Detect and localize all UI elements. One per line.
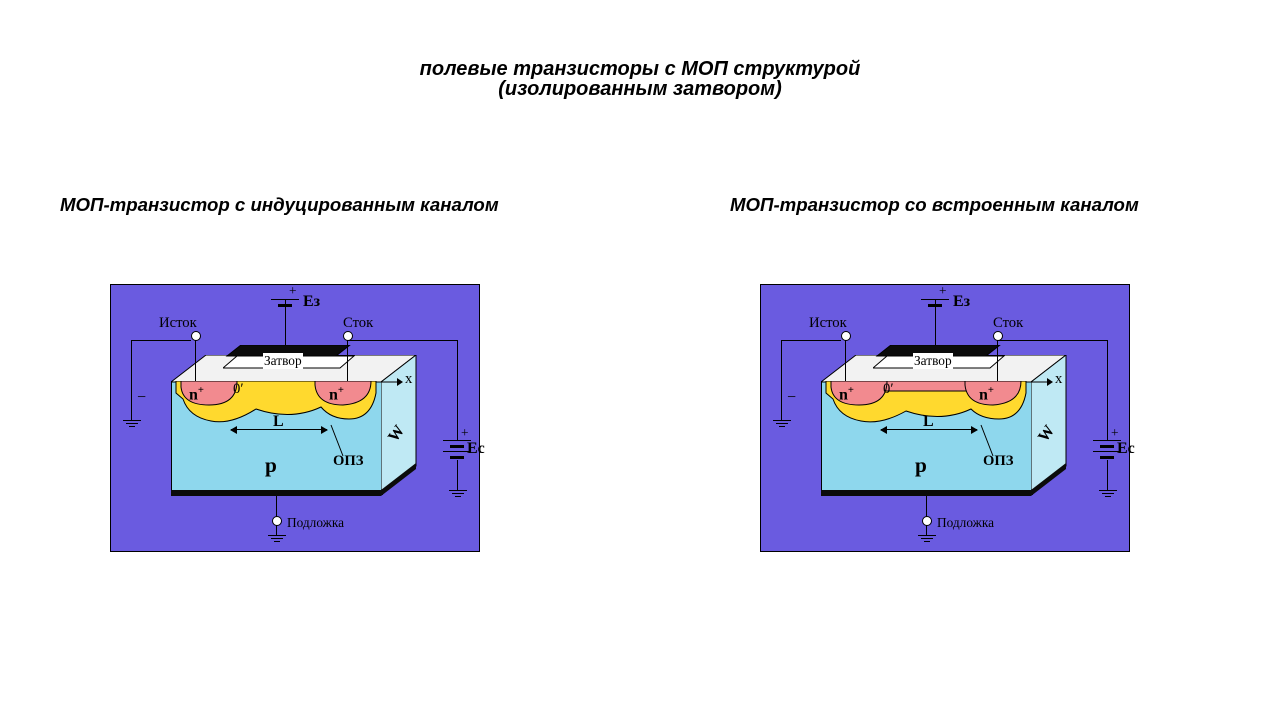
opz-pointer (329, 423, 347, 457)
right-diagram-panel: L W x 0′ n+ n+ p ОПЗ Исток − Затвор Eз +… (760, 284, 1130, 552)
sub-ground-r (918, 535, 936, 542)
slide-stage: полевые транзисторы с МОП структурой (из… (0, 0, 1280, 720)
label-n2-r: n+ (979, 385, 994, 404)
battery-E3-r (921, 299, 949, 313)
source-vwire-r (845, 340, 846, 381)
label-E3: Eз (303, 293, 320, 311)
label-n1-r: n+ (839, 385, 854, 404)
source-vwire (195, 340, 196, 381)
n1-plus: + (198, 385, 204, 396)
label-n2: n+ (329, 385, 344, 404)
bottom-contact-side-r (1031, 463, 1067, 497)
label-n1: n+ (189, 385, 204, 404)
x-arrow (379, 377, 403, 387)
x-arrow-r (1029, 377, 1053, 387)
ec-down-r (1107, 460, 1108, 490)
left-caption: МОП-транзистор с индуцированным каналом (60, 194, 499, 216)
label-E3-r: Eз (953, 293, 970, 311)
drain-hwire (347, 340, 457, 341)
n1-text-r: n (839, 386, 848, 403)
n1-plus-r: + (848, 385, 854, 396)
ec-plus-r: + (1111, 425, 1119, 441)
label-oprime-r: 0′ (883, 381, 894, 398)
sub-terminal-r (922, 516, 932, 526)
label-Ec: Eс (467, 440, 485, 458)
source-ground-r (773, 420, 791, 427)
source-hwire (131, 340, 191, 341)
label-stok-r: Сток (993, 315, 1023, 332)
label-L-r: L (923, 413, 934, 431)
n2-text: n (329, 386, 338, 403)
label-Ec-r: Eс (1117, 440, 1135, 458)
bottom-contact-side (381, 463, 417, 497)
drain-hwire-r (997, 340, 1107, 341)
label-podlozhka-r: Подложка (937, 515, 994, 531)
opz-pointer-r (979, 423, 997, 457)
ec-plus: + (461, 425, 469, 441)
label-podlozhka: Подложка (287, 515, 344, 531)
left-diagram-panel: L W x 0′ n+ n+ p ОПЗ Исток − Затвор (110, 284, 480, 552)
source-ground (123, 420, 141, 427)
source-drop (131, 340, 132, 420)
e3-plus: + (289, 283, 297, 299)
n1-text: n (189, 386, 198, 403)
source-drop-r (781, 340, 782, 420)
label-oprime: 0′ (233, 381, 244, 398)
label-x-r: x (1055, 371, 1062, 388)
slide-title-line2: (изолированным затвором) (0, 78, 1280, 101)
drain-drop (457, 340, 458, 440)
battery-E3 (271, 299, 299, 313)
sub-vwire (276, 496, 277, 518)
right-caption: МОП-транзистор со встроенным каналом (730, 194, 1139, 216)
ec-ground (449, 490, 467, 497)
label-zatvor: Затвор (263, 353, 303, 369)
n2-text-r: n (979, 386, 988, 403)
label-L: L (273, 413, 284, 431)
drain-drop-r (1107, 340, 1108, 440)
sub-vwire-r (926, 496, 927, 518)
label-x: x (405, 371, 412, 388)
sub-terminal (272, 516, 282, 526)
e3-plus-r: + (939, 283, 947, 299)
label-zatvor-r: Затвор (913, 353, 953, 369)
ec-ground-r (1099, 490, 1117, 497)
ec-down (457, 460, 458, 490)
label-p-r: p (915, 453, 927, 478)
drain-vwire (347, 340, 348, 381)
source-terminal (191, 331, 201, 341)
source-minus: − (137, 389, 146, 407)
source-minus-r: − (787, 389, 796, 407)
source-terminal-r (841, 331, 851, 341)
label-istok-r: Исток (809, 315, 847, 332)
sub-vwire2-r (926, 525, 927, 535)
n2-plus: + (338, 385, 344, 396)
source-hwire-r (781, 340, 841, 341)
label-stok: Сток (343, 315, 373, 332)
sub-ground (268, 535, 286, 542)
n2-plus-r: + (988, 385, 994, 396)
label-p: p (265, 453, 277, 478)
drain-vwire-r (997, 340, 998, 381)
sub-vwire2 (276, 525, 277, 535)
label-istok: Исток (159, 315, 197, 332)
